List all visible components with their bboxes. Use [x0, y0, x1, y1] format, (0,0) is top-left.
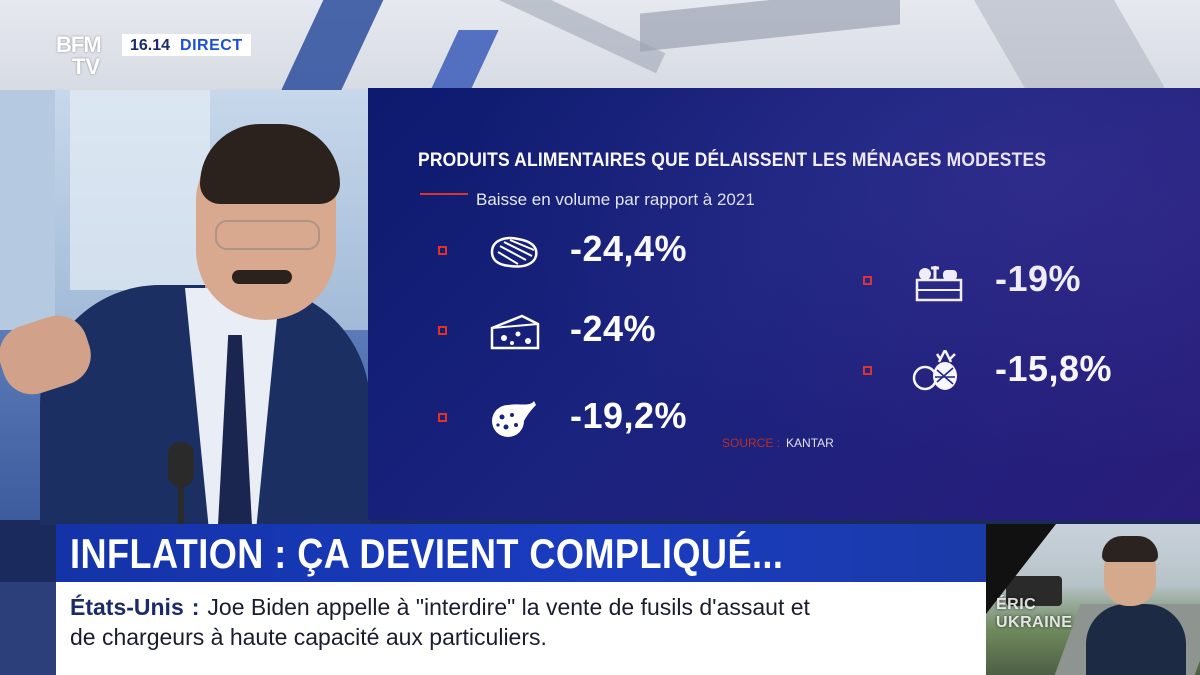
- ticker-line-1: États-Unis: Joe Biden appelle à "interdir…: [70, 594, 810, 621]
- steak-icon: [490, 236, 538, 268]
- ticker-category: États-Unis: [70, 594, 184, 620]
- fruits-icon: [912, 350, 957, 391]
- infographic-panel: PRODUITS ALIMENTAIRES QUE DÉLAISSENT LES…: [368, 88, 1200, 520]
- ticker-left-edge: [0, 582, 56, 675]
- overlay-line-2: UKRAINE: [996, 614, 1073, 631]
- news-ticker: États-Unis: Joe Biden appelle à "interdir…: [56, 582, 986, 675]
- headline-text: INFLATION : ÇA DEVIENT COMPLIQUÉ...: [70, 530, 784, 577]
- camera-icon: [1006, 576, 1062, 606]
- item-value: -19%: [995, 258, 1082, 299]
- list-item: -24%: [438, 306, 738, 356]
- overlay-line-1: ÉRIC: [996, 596, 1037, 613]
- bullet-square: [863, 366, 872, 375]
- live-label: DIRECT: [178, 34, 251, 56]
- sausage-icon: [492, 401, 536, 437]
- bullet-square: [438, 413, 447, 422]
- clock-time: 16.14: [122, 34, 179, 56]
- headline-banner: INFLATION : ÇA DEVIENT COMPLIQUÉ...: [56, 524, 986, 582]
- microphone-icon: [168, 442, 194, 487]
- ticker-text-1: Joe Biden appelle à "interdire" la vente…: [207, 594, 810, 620]
- channel-logo: BFM TV: [56, 32, 118, 84]
- source-credit: SOURCE : KANTAR: [722, 436, 834, 450]
- item-value: -19,2%: [570, 395, 688, 436]
- source-label: SOURCE :: [722, 436, 781, 450]
- bullet-square: [438, 246, 447, 255]
- side-video-overlay: ÉRIC UKRAINE: [996, 596, 1072, 632]
- list-item: -19%: [863, 256, 1163, 306]
- title-accent-rule: [420, 193, 468, 195]
- presenter: [0, 120, 370, 528]
- clock-badge: 16.14 DIRECT: [122, 34, 251, 56]
- ticker-separator: :: [191, 594, 200, 620]
- vegetable-crate-icon: [915, 266, 963, 302]
- logo-bfm-text: BFM: [56, 32, 102, 57]
- side-video-thumbnail: ÉRIC UKRAINE: [986, 524, 1200, 675]
- list-item: -24,4%: [438, 226, 738, 276]
- source-value: KANTAR: [786, 436, 834, 450]
- ticker-text-2: de chargeurs à haute capacité aux partic…: [70, 624, 547, 650]
- ticker-line-2: de chargeurs à haute capacité aux partic…: [70, 624, 547, 651]
- item-value: -24%: [570, 308, 657, 349]
- list-item: -19,2%: [438, 393, 738, 443]
- item-value: -24,4%: [570, 228, 688, 269]
- logo-tv-text: TV: [72, 54, 101, 79]
- cheese-icon: [490, 314, 540, 350]
- infographic-subtitle: Baisse en volume par rapport à 2021: [476, 190, 755, 209]
- infographic-title: PRODUITS ALIMENTAIRES QUE DÉLAISSENT LES…: [418, 150, 1047, 171]
- item-value: -15,8%: [995, 348, 1113, 389]
- bullet-square: [438, 326, 447, 335]
- list-item: -15,8%: [863, 346, 1163, 396]
- bullet-square: [863, 276, 872, 285]
